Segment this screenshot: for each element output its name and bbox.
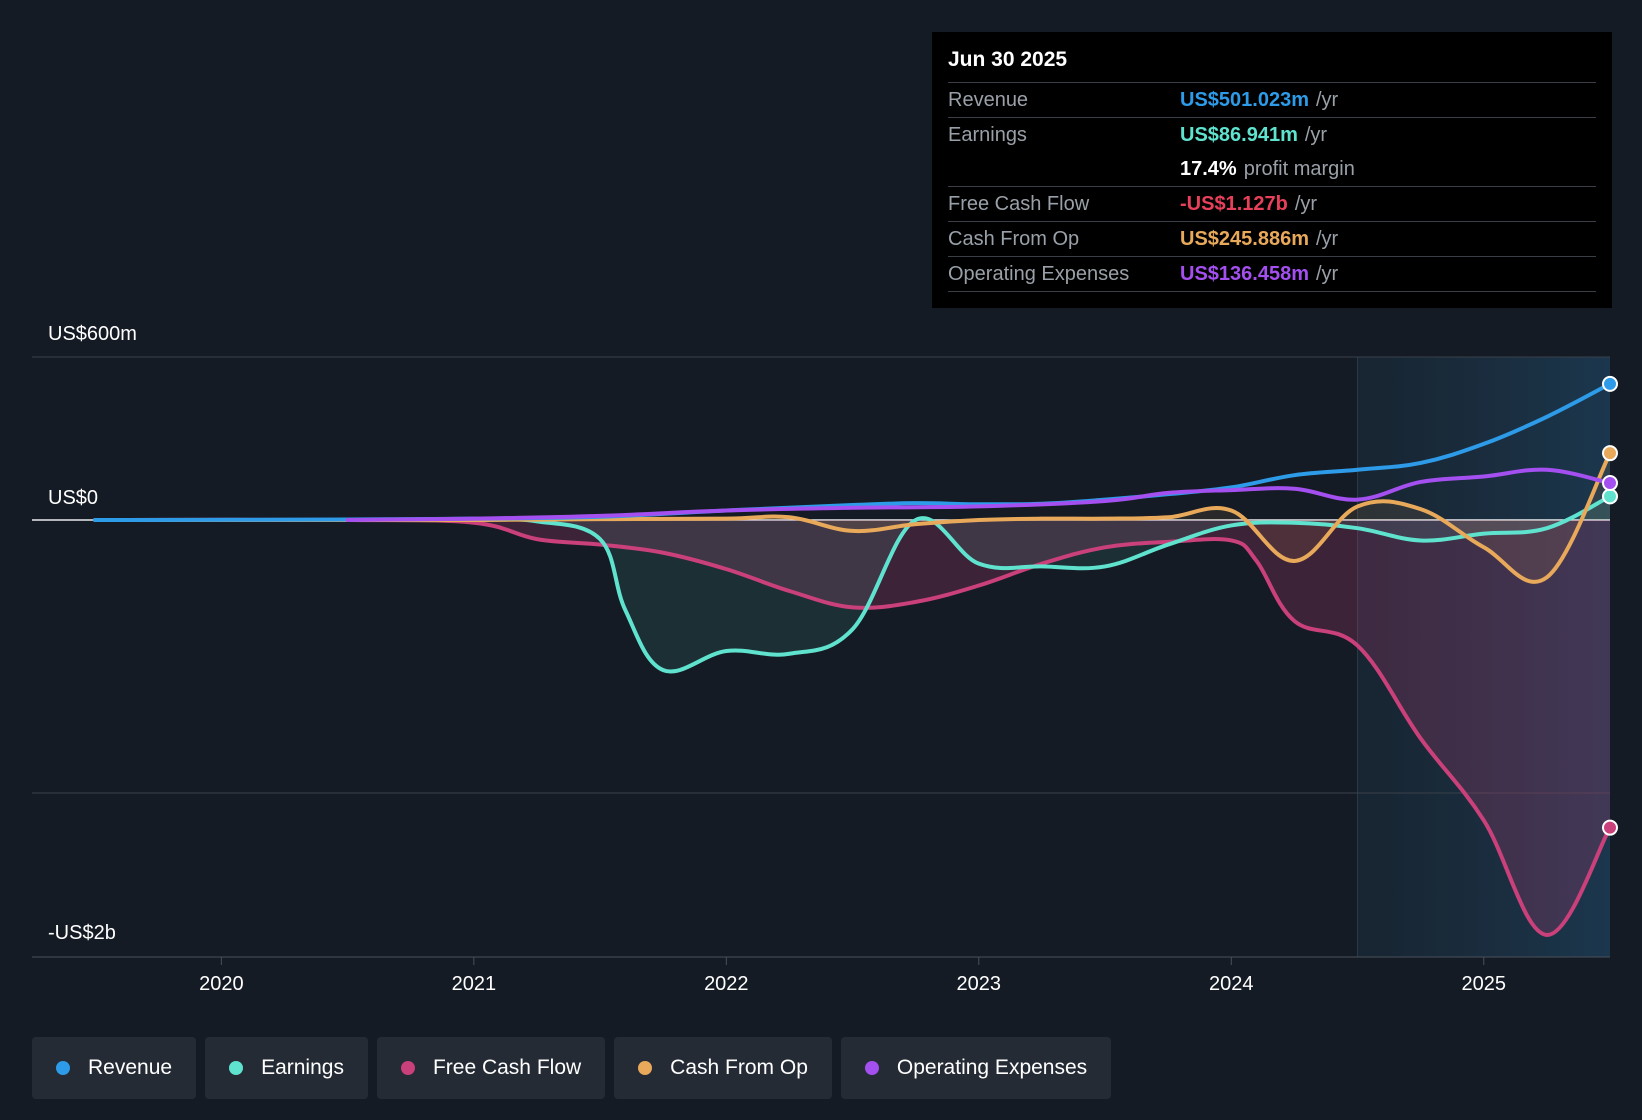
tooltip-row-earnings: Earnings US$86.941m /yr bbox=[948, 118, 1596, 152]
legend-label: Operating Expenses bbox=[896, 1056, 1088, 1079]
cash-from-op-end-marker bbox=[1602, 445, 1618, 462]
tooltip-label: Cash From Op bbox=[948, 228, 1080, 250]
free-cash-flow-line bbox=[93, 517, 1612, 937]
tooltip-label: Revenue bbox=[948, 89, 1029, 111]
y-label-bottom: -US$2b bbox=[48, 922, 116, 944]
x-tick-label: 2021 bbox=[452, 973, 497, 995]
legend-dot-icon bbox=[229, 1061, 244, 1075]
tooltip-unit: profit margin bbox=[1243, 158, 1355, 180]
legend-item-cash-from-op[interactable]: Cash From Op bbox=[614, 1037, 832, 1099]
tooltip-label: Free Cash Flow bbox=[948, 193, 1090, 215]
tooltip-label: Earnings bbox=[948, 124, 1027, 146]
tooltip-row-opex: Operating Expenses US$136.458m /yr bbox=[948, 257, 1596, 292]
x-tick-label: 2024 bbox=[1209, 973, 1254, 995]
y-label-zero: US$0 bbox=[48, 487, 98, 509]
legend: Revenue Earnings Free Cash Flow Cash Fro… bbox=[32, 1037, 1112, 1099]
tooltip-panel: Jun 30 2025 Revenue US$501.023m /yr Earn… bbox=[932, 32, 1612, 308]
legend-dot-icon bbox=[400, 1061, 415, 1075]
x-tick-label: 2025 bbox=[1462, 973, 1507, 995]
x-tick-label: 2020 bbox=[199, 973, 244, 995]
operating-expenses-line bbox=[345, 467, 1612, 522]
y-label-top: US$600m bbox=[48, 323, 137, 345]
tooltip-row-revenue: Revenue US$501.023m /yr bbox=[948, 83, 1596, 118]
legend-dot-icon bbox=[56, 1061, 70, 1075]
tooltip-row-margin: 17.4% profit margin bbox=[948, 152, 1596, 187]
tooltip-value: US$136.458m bbox=[1180, 263, 1309, 285]
tooltip-unit: /yr bbox=[1315, 89, 1339, 111]
legend-label: Revenue bbox=[88, 1056, 173, 1079]
tooltip-value: US$86.941m bbox=[1180, 124, 1298, 146]
tooltip-value: 17.4% bbox=[1180, 158, 1237, 180]
tooltip-label: Operating Expenses bbox=[948, 263, 1130, 285]
free-cash-flow-end-marker bbox=[1602, 819, 1618, 836]
x-tick-label: 2022 bbox=[704, 973, 749, 995]
legend-item-free-cash-flow[interactable]: Free Cash Flow bbox=[376, 1037, 606, 1099]
revenue-end-marker bbox=[1602, 375, 1618, 392]
tooltip-row-fcf: Free Cash Flow -US$1.127b /yr bbox=[948, 187, 1596, 222]
legend-dot-icon bbox=[638, 1061, 653, 1075]
legend-item-operating-expenses[interactable]: Operating Expenses bbox=[840, 1037, 1112, 1099]
tooltip-value: US$245.886m bbox=[1180, 228, 1309, 250]
tooltip-label bbox=[948, 152, 1180, 186]
legend-label: Free Cash Flow bbox=[432, 1056, 582, 1079]
free-cash-flow-area bbox=[95, 519, 1611, 935]
earnings-area bbox=[95, 496, 1611, 672]
forecast-highlight-region bbox=[1357, 357, 1610, 957]
tooltip-row-cfo: Cash From Op US$245.886m /yr bbox=[948, 222, 1596, 257]
tooltip-value: -US$1.127b bbox=[1180, 193, 1288, 215]
legend-item-revenue[interactable]: Revenue bbox=[32, 1037, 197, 1099]
operating-expenses-end-marker bbox=[1602, 475, 1618, 492]
x-tick-label: 2023 bbox=[957, 973, 1002, 995]
tooltip-unit: /yr bbox=[1294, 193, 1318, 215]
tooltip-unit: /yr bbox=[1315, 263, 1339, 285]
legend-label: Cash From Op bbox=[670, 1056, 808, 1079]
earnings-end-marker bbox=[1602, 488, 1618, 505]
tooltip-unit: /yr bbox=[1304, 124, 1328, 146]
tooltip-unit: /yr bbox=[1315, 228, 1339, 250]
legend-item-earnings[interactable]: Earnings bbox=[205, 1037, 368, 1099]
legend-label: Earnings bbox=[261, 1056, 344, 1079]
tooltip-date: Jun 30 2025 bbox=[948, 46, 1596, 83]
tooltip-value: US$501.023m bbox=[1180, 89, 1309, 111]
legend-dot-icon bbox=[864, 1061, 879, 1075]
